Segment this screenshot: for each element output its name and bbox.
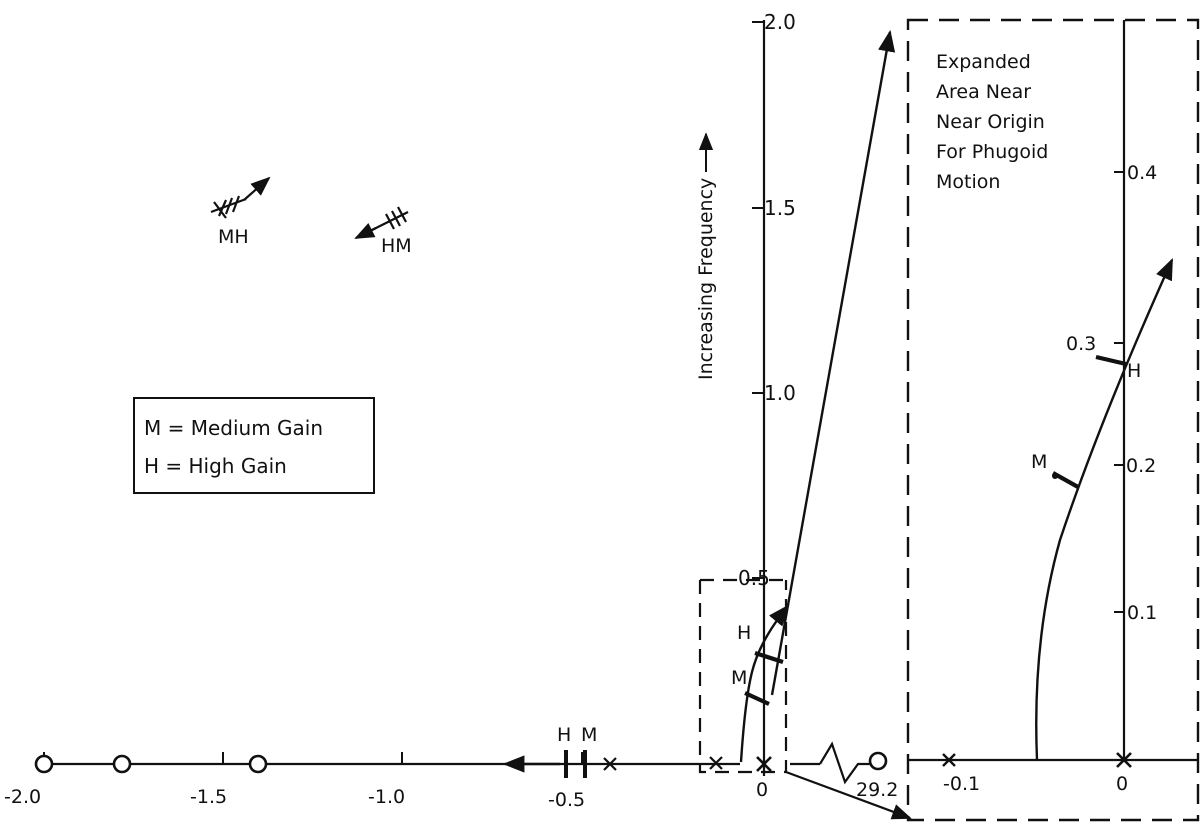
inset-y-tick-0-2: 0.2	[1126, 455, 1156, 477]
zero-marker-29-2	[868, 751, 888, 771]
inset-pole-neg-0-12	[942, 753, 956, 767]
pole-marker-neg-0-1	[709, 756, 723, 770]
y-tick-0-5: 0.5	[738, 566, 770, 590]
inset-x-tick-zero: 0	[1116, 773, 1128, 795]
zero-marker-neg-2-0	[34, 754, 54, 774]
inset-note-line-2: Area Near	[936, 81, 1031, 103]
legend-line-medium: M = Medium Gain	[144, 416, 323, 440]
complex-pole-left	[210, 176, 271, 219]
pole-marker-origin	[756, 756, 772, 772]
inset-dashed-border	[906, 18, 1200, 822]
short-branch-label-m: M	[731, 667, 747, 689]
inset-pole-origin	[1116, 752, 1132, 768]
zero-marker-neg-1-78	[112, 754, 132, 774]
x-tick-neg-1-0: -1.0	[368, 786, 405, 808]
complex-pole-right	[354, 206, 409, 239]
x-tick-zero: 0	[756, 779, 768, 801]
inset-y-tick-0-3: 0.3	[1066, 333, 1096, 355]
legend-box	[133, 397, 375, 494]
inset-note-line-3: Near Origin	[936, 111, 1045, 133]
inset-y-tick-0-1: 0.1	[1127, 602, 1157, 624]
x-tick-neg-0-5: -0.5	[548, 789, 585, 811]
inset-note-line-4: For Phugoid	[936, 141, 1048, 163]
x-tick-neg-1-5: -1.5	[190, 786, 227, 808]
inset-label-h: H	[1127, 360, 1141, 382]
y-axis-title-group: Increasing Frequency	[695, 132, 717, 380]
real-axis-label-h: H	[557, 724, 571, 746]
zero-marker-neg-1-4	[248, 754, 268, 774]
inset-y-tick-0-4: 0.4	[1127, 162, 1157, 184]
main-y-ticks	[752, 21, 764, 579]
y-tick-2-0: 2.0	[764, 10, 796, 34]
inset-x-tick-neg-0-1: -0.1	[943, 773, 980, 795]
zoom-region-box	[698, 578, 788, 774]
x-tick-neg-2-0: -2.0	[4, 786, 41, 808]
inset-note-line-5: Motion	[936, 171, 1000, 193]
inset-y-ticks	[1114, 171, 1124, 613]
inset-note-line-1: Expanded	[936, 51, 1031, 73]
short-branch-gain-mark-h	[754, 651, 784, 664]
inset-note: Expanded Area Near Near Origin For Phugo…	[936, 51, 1048, 193]
y-tick-1-5: 1.5	[764, 196, 796, 220]
real-axis-label-m: M	[581, 724, 597, 746]
y-tick-1-0: 1.0	[764, 381, 796, 405]
pole-marker-neg-0-45	[603, 757, 617, 771]
complex-pole-left-label: MH	[218, 226, 249, 248]
inset-label-m: M	[1031, 451, 1047, 473]
legend-line-high: H = High Gain	[144, 454, 287, 478]
inset-locus-branch	[1035, 258, 1174, 761]
short-locus-branch	[739, 604, 790, 763]
y-axis-title: Increasing Frequency	[695, 178, 717, 380]
inset-gain-mark-h	[1095, 354, 1127, 367]
short-branch-label-h: H	[737, 622, 751, 644]
zoom-connector-arrow	[785, 770, 912, 820]
short-branch-gain-mark-m	[744, 691, 770, 706]
far-zero-label: 29.2	[856, 779, 898, 801]
complex-pole-right-label: HM	[381, 235, 412, 257]
inset-gain-dot-m	[1052, 473, 1058, 479]
axis-break-zigzag	[819, 741, 870, 785]
main-locus-branch	[770, 29, 896, 696]
